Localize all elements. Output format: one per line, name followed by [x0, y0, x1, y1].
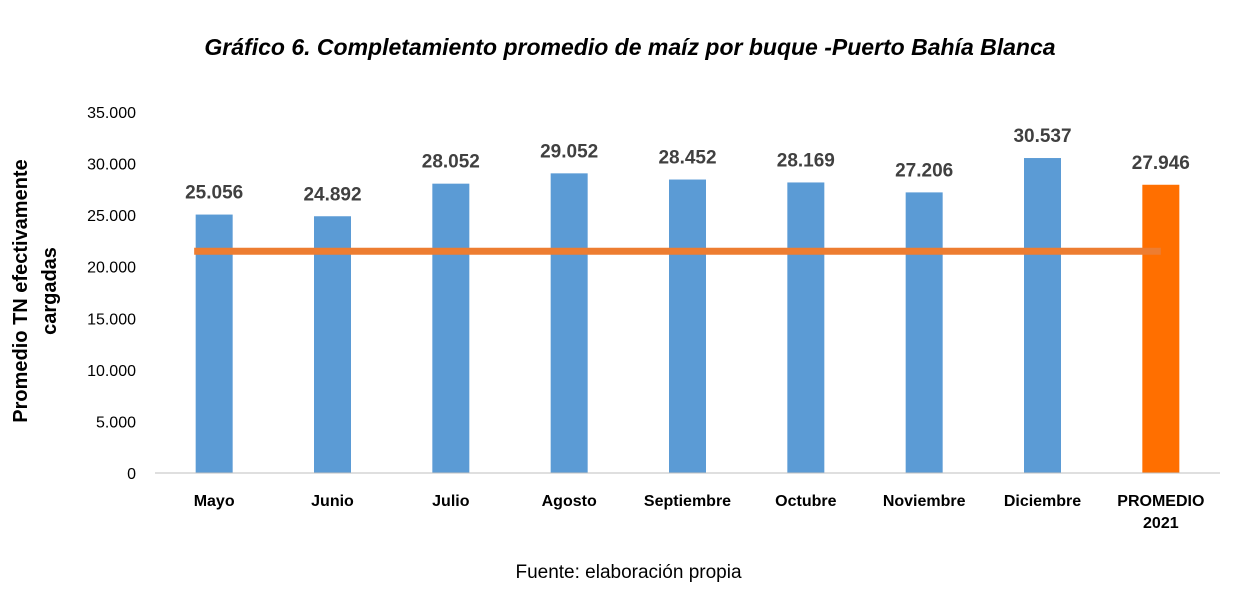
y-tick-label: 25.000 [87, 208, 136, 225]
category-label: Junio [311, 493, 354, 510]
data-label: 27.206 [895, 160, 953, 181]
bar [314, 216, 351, 473]
category-label: Mayo [194, 493, 235, 510]
bar [195, 214, 233, 474]
category-label: Noviembre [883, 493, 966, 510]
bar [1142, 184, 1180, 474]
bar [669, 179, 706, 473]
data-label: 28.052 [422, 152, 480, 173]
data-label: 29.052 [540, 141, 598, 162]
category-label: Agosto [542, 493, 597, 510]
value-labels: 25.056 24.892 28.052 29.052 28.452 28.169 27.2… [185, 126, 1190, 205]
data-label: 28.169 [777, 150, 835, 171]
y-tick-label: 5.000 [96, 414, 136, 431]
y-tick-label: 35.000 [87, 105, 136, 122]
y-axis-title-line-1: Promedio TN efectivamente [10, 159, 32, 422]
category-label: Julio [432, 493, 470, 510]
category-label: Diciembre [1004, 493, 1081, 510]
chart-title: Gráfico 6. Completamiento promedio de ma… [204, 34, 1056, 60]
data-label: 25.056 [185, 183, 243, 204]
data-label: 30.537 [1013, 126, 1071, 147]
bars [195, 158, 1180, 474]
category-labels: Mayo Junio Julio Agosto Septiembre Octubre Nov… [194, 493, 1205, 532]
y-tick-label: 20.000 [87, 260, 136, 277]
category-label: Octubre [775, 493, 836, 510]
bar [787, 182, 825, 473]
data-label: 28.452 [658, 148, 716, 169]
y-tick-label: 30.000 [87, 157, 136, 174]
source-note: Fuente: elaboración propia [515, 562, 742, 583]
category-label: Septiembre [644, 493, 731, 510]
y-axis-title-line-2: cargadas [39, 247, 61, 335]
bar [550, 173, 588, 473]
bar [905, 192, 943, 474]
data-label: 24.892 [303, 184, 361, 205]
y-tick-label: 15.000 [87, 311, 136, 328]
bar-chart: Promedio TN efectivamente cargadas 0 5.00… [10, 105, 1220, 532]
y-tick-label: 10.000 [87, 363, 136, 380]
bar [432, 183, 470, 474]
y-axis-title: Promedio TN efectivamente cargadas [10, 159, 61, 422]
category-label: PROMEDIO 2021 [1117, 493, 1204, 532]
y-axis-ticks: 0 5.000 10.000 15.000 20.000 25.000 30.000 35.0… [87, 105, 136, 483]
bar [1024, 158, 1061, 473]
data-label: 27.946 [1132, 153, 1190, 174]
y-tick-label: 0 [127, 466, 136, 483]
